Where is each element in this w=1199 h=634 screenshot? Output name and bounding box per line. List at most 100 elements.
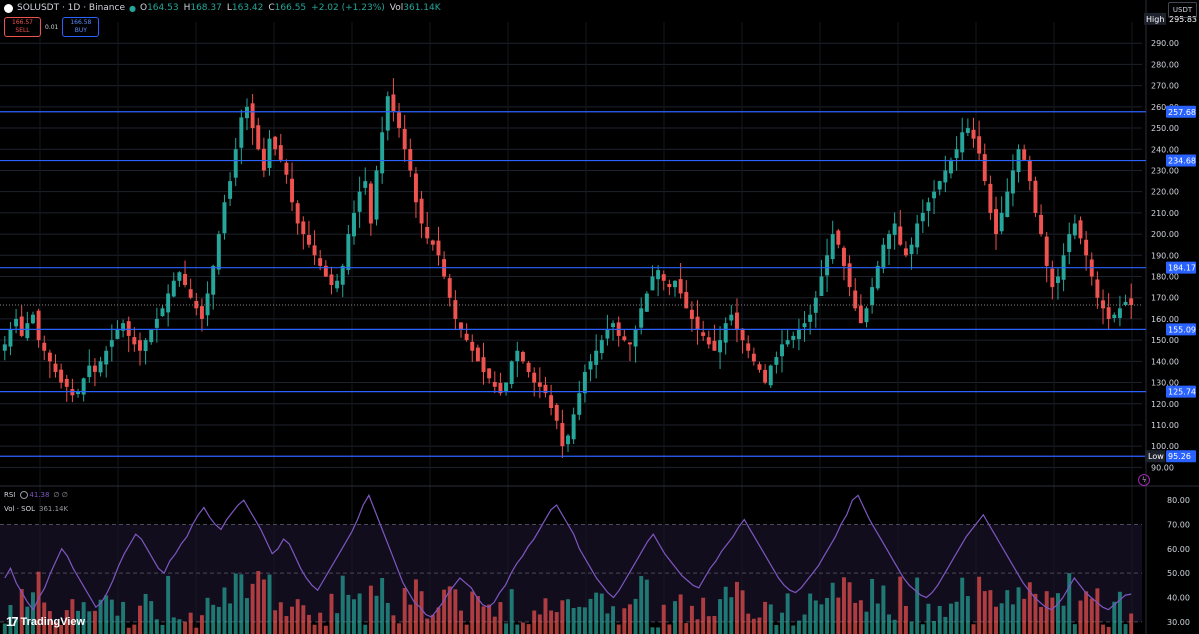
candle-body bbox=[295, 203, 300, 224]
y-tick-label: 160.00 bbox=[1151, 315, 1179, 324]
gear-icon[interactable] bbox=[20, 491, 28, 499]
y-tick-label: 170.00 bbox=[1151, 294, 1179, 303]
volume-bar bbox=[261, 579, 266, 634]
volume-bar bbox=[121, 601, 126, 634]
volume-bar bbox=[290, 606, 295, 634]
volume-bar bbox=[954, 601, 959, 634]
level-price-label: 125.74 bbox=[1168, 388, 1196, 397]
volume-bar bbox=[115, 615, 120, 634]
candle-body bbox=[211, 265, 216, 295]
volume-bar bbox=[245, 598, 249, 634]
candle-body bbox=[802, 323, 807, 328]
candle-body bbox=[943, 170, 948, 183]
volume-legend[interactable]: Vol · SOL 361.14K bbox=[4, 505, 68, 513]
volume-bar bbox=[14, 617, 19, 634]
volume-bar bbox=[1078, 600, 1083, 634]
change-value: +2.02 (+1.23%) bbox=[311, 3, 385, 13]
candle-body bbox=[622, 336, 627, 341]
candle-body bbox=[774, 357, 779, 365]
market-open-icon: ● bbox=[129, 3, 136, 13]
candle-body bbox=[673, 280, 677, 288]
candle-body bbox=[36, 310, 41, 341]
candle-body bbox=[323, 265, 328, 277]
candle-body bbox=[19, 316, 24, 336]
candle-body bbox=[982, 154, 987, 182]
volume-bar bbox=[549, 610, 554, 634]
volume-bar bbox=[627, 604, 632, 634]
candle-body bbox=[47, 352, 52, 362]
candle-body bbox=[808, 314, 813, 322]
sell-button[interactable]: 166.57 SELL bbox=[4, 17, 41, 37]
volume-bar bbox=[515, 624, 520, 634]
candle-body bbox=[92, 365, 97, 372]
level-price-label: 234.68 bbox=[1168, 157, 1196, 166]
candle-body bbox=[1050, 268, 1055, 288]
level-price-tag bbox=[1166, 154, 1196, 167]
volume-bar bbox=[306, 614, 311, 634]
candle-body bbox=[926, 202, 931, 211]
candle-body bbox=[887, 234, 891, 249]
y-tick-label: 280.00 bbox=[1151, 60, 1179, 69]
candle-body bbox=[611, 323, 616, 328]
candle-body bbox=[509, 361, 514, 385]
volume-bar bbox=[644, 579, 649, 634]
lightning-icon[interactable]: ϟ bbox=[1138, 474, 1150, 486]
volume-bar bbox=[385, 602, 390, 634]
volume-bar bbox=[368, 585, 373, 634]
candle-body bbox=[684, 292, 689, 309]
volume-bar bbox=[233, 573, 238, 634]
candle-body bbox=[599, 340, 604, 354]
candle-body bbox=[740, 328, 745, 341]
volume-bar bbox=[943, 616, 948, 634]
volume-bar bbox=[712, 616, 717, 634]
volume-bar bbox=[836, 597, 841, 634]
volume-bar bbox=[211, 604, 216, 634]
buy-button[interactable]: 166.58 BUY bbox=[62, 17, 100, 37]
candle-body bbox=[154, 318, 159, 328]
volume-bar bbox=[751, 618, 756, 634]
volume-bar bbox=[937, 605, 942, 634]
y-tick-label: 100.00 bbox=[1151, 442, 1179, 451]
volume-name: Vol · SOL bbox=[4, 505, 36, 513]
candle-body bbox=[954, 149, 959, 159]
volume-bar bbox=[520, 622, 525, 634]
volume-bar bbox=[453, 589, 458, 634]
volume-bar bbox=[98, 599, 103, 634]
volume-bar bbox=[1112, 601, 1117, 634]
candle-body bbox=[278, 145, 283, 160]
candle-body bbox=[267, 138, 272, 169]
volume-bar bbox=[684, 623, 689, 634]
candle-body bbox=[318, 258, 323, 266]
candle-body bbox=[729, 314, 734, 321]
y-tick-label: 230.00 bbox=[1151, 166, 1179, 175]
candle-body bbox=[994, 209, 998, 235]
candle-body bbox=[633, 329, 638, 347]
volume-bar bbox=[678, 594, 683, 634]
volume-bar bbox=[853, 602, 858, 634]
candle-body bbox=[594, 350, 599, 365]
volume-bar bbox=[594, 592, 599, 634]
volume-bar bbox=[999, 603, 1004, 634]
trade-panel: 166.57 SELL 0.01 166.58 BUY bbox=[4, 17, 100, 37]
high-tag-label: High bbox=[1146, 15, 1164, 24]
y-tick-label: 270.00 bbox=[1151, 82, 1179, 91]
volume-bar bbox=[509, 589, 514, 634]
currency-selector[interactable]: USDT bbox=[1168, 2, 1197, 18]
rsi-legend[interactable]: RSI 41.38 ∅ ∅ bbox=[4, 491, 68, 499]
volume-bar bbox=[284, 616, 289, 634]
volume-bar bbox=[374, 595, 379, 634]
candle-body bbox=[678, 279, 683, 294]
volume-bar bbox=[560, 600, 565, 634]
volume-bar bbox=[335, 613, 340, 634]
volume-bar bbox=[729, 597, 734, 634]
symbol-title[interactable]: SOLUSDT · 1D · Binance bbox=[17, 3, 125, 13]
candle-body bbox=[306, 234, 311, 245]
volume-bar bbox=[723, 586, 728, 634]
candle-body bbox=[1044, 236, 1049, 266]
candle-body bbox=[121, 323, 126, 331]
candle-body bbox=[605, 329, 610, 339]
low-value: 163.42 bbox=[231, 3, 264, 13]
volume-bar bbox=[1106, 626, 1111, 634]
level-tag-label: Low bbox=[1148, 452, 1164, 461]
